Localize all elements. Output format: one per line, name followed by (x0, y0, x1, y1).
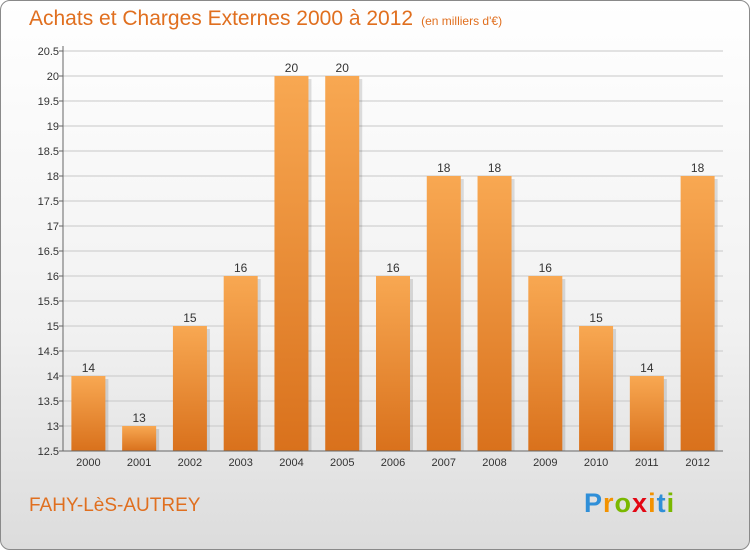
bar-2011 (629, 376, 664, 451)
value-label: 14 (640, 361, 654, 375)
y-tick-labels: 12.5 13 13.5 14 14.5 15 15.5 16 16.5 17 17.5 18 18.5… (38, 46, 59, 458)
value-label: 16 (539, 261, 553, 275)
x-tick-label: 2008 (482, 457, 506, 469)
x-tick-label: 2005 (330, 457, 354, 469)
y-tick-label: 13 (47, 421, 59, 433)
logo-letter: r (603, 488, 615, 518)
bar-2007 (426, 176, 461, 451)
proxiti-logo: Proxiti (584, 488, 675, 519)
chart-subtitle: (en milliers d'€) (421, 14, 503, 28)
y-tick-label: 18 (47, 171, 59, 183)
commune-name: FAHY-LèS-AUTREY (29, 495, 201, 516)
x-tick-label: 2011 (635, 457, 659, 469)
y-tick-label: 15 (47, 321, 59, 333)
value-label: 13 (132, 411, 146, 425)
y-tick-label: 14.5 (38, 346, 59, 358)
bar-2002 (172, 326, 207, 451)
value-label: 20 (285, 61, 299, 75)
bar-2008 (477, 176, 512, 451)
bar-2004 (274, 76, 309, 451)
axes (62, 46, 723, 452)
x-tick-label: 2007 (432, 457, 456, 469)
logo-letter: o (614, 488, 633, 518)
value-label: 18 (691, 161, 705, 175)
bar-2005 (325, 76, 360, 451)
x-tick-label: 2010 (584, 457, 608, 469)
chart-title-text: Achats et Charges Externes 2000 à 2012 (29, 7, 414, 30)
y-tick-label: 14 (47, 371, 59, 383)
y-tick-label: 17 (47, 221, 59, 233)
x-tick-labels: 2000 2001 2002 2003 2004 2005 2006 2007 2008 2009… (76, 457, 710, 469)
y-tick-label: 17.5 (38, 196, 59, 208)
value-label: 20 (336, 61, 350, 75)
bar-2003 (223, 276, 258, 451)
y-tick-label: 16 (47, 271, 59, 283)
x-tick-label: 2000 (76, 457, 100, 469)
bar-2012 (680, 176, 715, 451)
y-tick-label: 18.5 (38, 146, 59, 158)
bar-2009 (528, 276, 563, 451)
bar-2001 (122, 426, 157, 451)
x-tick-label: 2004 (279, 457, 303, 469)
y-tick-label: 19 (47, 121, 59, 133)
value-label: 14 (82, 361, 96, 375)
bars (71, 76, 718, 451)
y-tick-label: 12.5 (38, 446, 59, 458)
x-tick-label: 2006 (381, 457, 405, 469)
x-tick-label: 2001 (127, 457, 151, 469)
bar-2006 (376, 276, 410, 451)
value-label: 15 (589, 311, 603, 325)
x-tick-label: 2002 (178, 457, 202, 469)
y-tick-label: 20 (47, 71, 59, 83)
x-tick-label: 2009 (533, 457, 557, 469)
value-label: 15 (183, 311, 197, 325)
logo-letter: P (584, 488, 604, 518)
y-tick-label: 15.5 (38, 296, 59, 308)
value-label: 18 (437, 161, 451, 175)
x-tick-label: 2003 (228, 457, 252, 469)
y-tick-label: 19.5 (38, 96, 59, 108)
chart-title: Achats et Charges Externes 2000 à 2012 (e… (29, 7, 502, 31)
value-label: 16 (234, 261, 248, 275)
logo-letter: t (656, 488, 667, 518)
bar-2010 (579, 326, 614, 451)
logo-letter: x (632, 488, 649, 518)
value-label: 16 (386, 261, 400, 275)
y-tick-label: 20.5 (38, 46, 59, 58)
x-tick-label: 2012 (685, 457, 709, 469)
logo-letter: i (648, 488, 657, 518)
y-tick-label: 16.5 (38, 246, 59, 258)
value-labels: 14 13 15 16 20 20 16 18 18 16 15 14 18 (82, 61, 705, 425)
value-label: 18 (488, 161, 502, 175)
y-tick-label: 13.5 (38, 396, 59, 408)
logo-letter: i (666, 488, 676, 518)
bar-2000 (71, 376, 106, 451)
